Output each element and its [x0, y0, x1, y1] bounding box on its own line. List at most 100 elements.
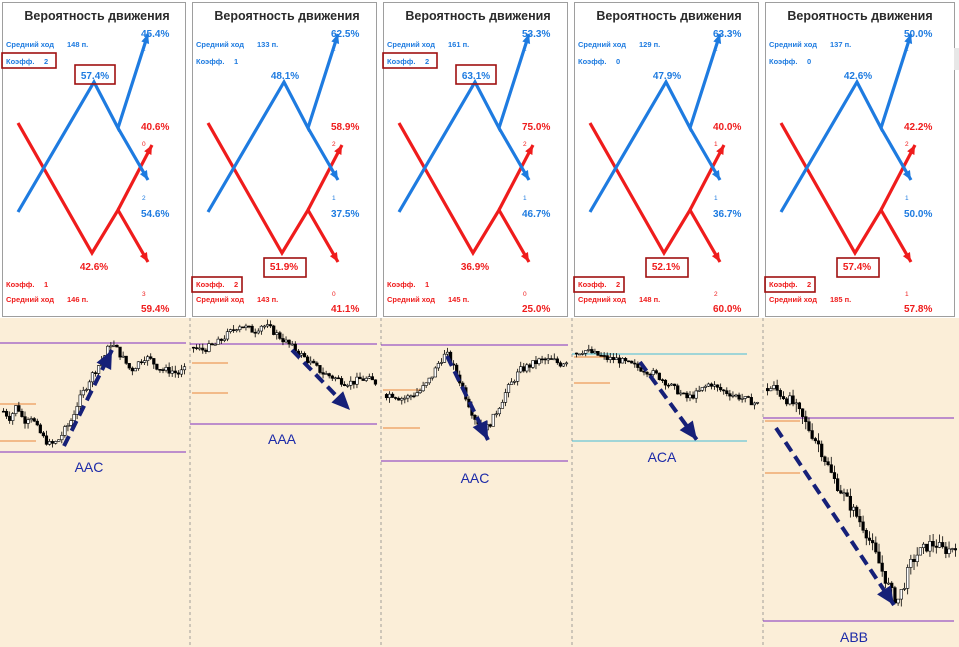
- candle-body: [384, 394, 389, 399]
- panel-frame: [574, 2, 759, 317]
- candle-body: [352, 380, 356, 385]
- candle-body: [630, 360, 634, 364]
- blue-avg-move-label: Средний ход: [6, 40, 54, 49]
- candle-body: [312, 360, 316, 364]
- direction-arrowhead-4: [679, 420, 697, 440]
- candle-body: [38, 424, 42, 434]
- candle-body: [660, 379, 664, 381]
- candle-body: [247, 325, 251, 328]
- red-bottom-percent: 41.1%: [331, 304, 359, 315]
- candle-body: [149, 356, 153, 359]
- candle-body: [528, 364, 532, 368]
- red-up-branch: [688, 144, 726, 211]
- panel-frame: [2, 2, 186, 317]
- candle-body: [725, 390, 729, 394]
- candle-body: [691, 394, 695, 399]
- candle-body: [198, 347, 202, 350]
- candle-body: [216, 338, 220, 345]
- candle-body: [17, 405, 21, 412]
- candle-body: [204, 349, 208, 352]
- blue-mid-percent: 42.6%: [844, 71, 872, 82]
- candle-body: [614, 357, 618, 360]
- candle-body: [534, 360, 538, 365]
- candle-body: [235, 329, 239, 331]
- blue-top-percent: 63.3%: [713, 29, 741, 40]
- blue-coef-value: 1: [234, 57, 238, 66]
- candle-body: [509, 381, 514, 385]
- red-bottom-percent: 25.0%: [522, 304, 550, 315]
- blue-bottom-percent: 37.5%: [331, 209, 359, 220]
- candle-body: [587, 349, 591, 351]
- candle-body: [136, 361, 141, 369]
- blue-probability-line: [206, 33, 340, 213]
- candle-body: [915, 554, 919, 562]
- candle-body: [648, 373, 652, 376]
- candle-body: [412, 395, 416, 398]
- candle-body: [877, 551, 881, 564]
- red-low-percent: 52.1%: [652, 262, 680, 273]
- candle-body: [867, 537, 872, 541]
- candle-body: [608, 357, 612, 360]
- candle-body: [836, 478, 840, 491]
- candle-body: [269, 324, 273, 327]
- blue-avg-move-label: Средний ход: [578, 40, 626, 49]
- red-mid-right-percent: 40.6%: [141, 122, 169, 133]
- red-mid-right-count: 0: [142, 141, 146, 148]
- candle-body: [728, 393, 732, 397]
- candle-body: [87, 381, 91, 390]
- candle-body: [11, 413, 15, 421]
- candle-body: [225, 331, 230, 340]
- candle-body: [306, 356, 310, 364]
- candle-body: [605, 355, 609, 360]
- blue-down-arrowhead: [711, 170, 720, 180]
- candle-body: [679, 392, 683, 395]
- candle-body: [855, 506, 859, 517]
- red-mid-right-count: 1: [714, 141, 718, 148]
- candle-body: [29, 418, 33, 421]
- candle-body: [81, 390, 85, 396]
- candle-body: [842, 492, 846, 495]
- candle-body: [50, 441, 55, 444]
- red-coef-value: 2: [234, 280, 238, 289]
- candle-body: [778, 390, 782, 397]
- candle-body: [549, 358, 553, 360]
- blue-bottom-percent: 50.0%: [904, 209, 932, 220]
- candle-body: [173, 370, 177, 374]
- candle-body: [406, 395, 410, 399]
- candle-body: [324, 373, 328, 375]
- candle-body: [506, 384, 511, 393]
- red-coef-highlight: [573, 276, 625, 293]
- candle-body: [688, 394, 692, 399]
- candle-body: [281, 338, 285, 343]
- candle-body: [639, 367, 643, 372]
- red-up-arrowhead: [144, 145, 152, 155]
- candle-body: [861, 521, 865, 531]
- candle-body: [807, 421, 811, 431]
- candle-body: [14, 405, 18, 414]
- candle-body: [421, 385, 425, 392]
- blue-bottom-count: 1: [905, 195, 909, 202]
- red-avg-move-value: 148 п.: [639, 295, 660, 304]
- candle-body: [424, 382, 428, 386]
- candle-body: [522, 366, 526, 372]
- candle-body: [950, 548, 954, 550]
- red-down-arrowhead: [711, 252, 720, 262]
- red-mid-right-count: 2: [905, 141, 909, 148]
- candle-body: [253, 331, 257, 334]
- candle-body: [858, 516, 862, 523]
- candle-body: [23, 416, 27, 424]
- candle-body: [69, 420, 73, 426]
- candle-body: [321, 372, 325, 375]
- red-coef-value: 1: [425, 280, 429, 289]
- candle-body: [602, 355, 606, 357]
- blue-coef-label: Коэфф.: [578, 57, 606, 66]
- candle-body: [839, 490, 843, 494]
- candle-body: [210, 343, 214, 345]
- candle-body: [287, 339, 291, 345]
- blue-avg-move-label: Средний ход: [196, 40, 244, 49]
- candle-body: [256, 330, 260, 334]
- candle-body: [804, 416, 808, 422]
- candle-body: [925, 543, 929, 552]
- candle-body: [749, 397, 753, 406]
- candle-body: [228, 329, 233, 332]
